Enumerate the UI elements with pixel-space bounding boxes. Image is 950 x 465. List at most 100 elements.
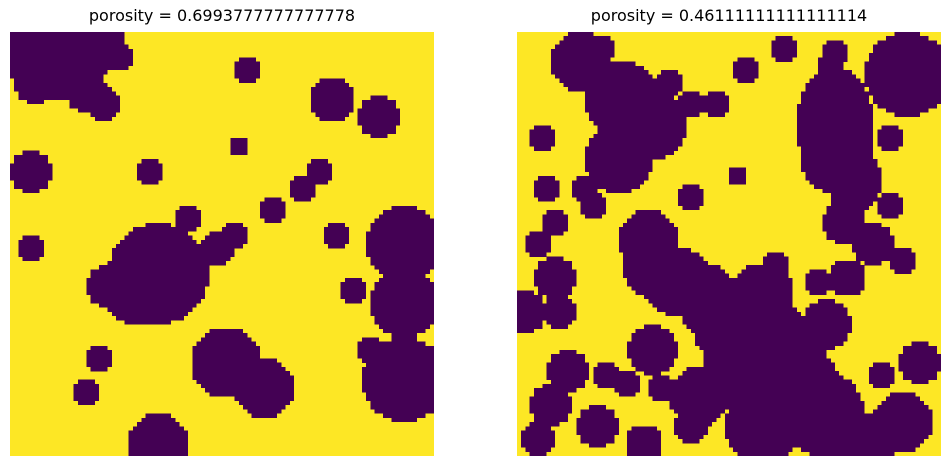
left-grain-run: [99, 303, 197, 308]
right-grain-run: [546, 371, 590, 376]
left-grain-run: [128, 434, 189, 440]
left-grain-run: [77, 400, 95, 406]
left-grain-run: [243, 405, 286, 410]
left-grain-run: [374, 265, 434, 270]
right-grain-run: [542, 222, 568, 228]
right-grain-run: [533, 125, 551, 130]
right-grain-run: [546, 294, 568, 300]
right-grain-run: [627, 451, 662, 456]
right-grain-run: [881, 146, 899, 151]
left-grain-run: [361, 379, 434, 385]
right-grain-run: [762, 256, 789, 262]
right-grain-run: [707, 91, 725, 96]
left-grain-run: [14, 159, 49, 164]
right-grain-run: [576, 426, 619, 431]
right-grain-run: [796, 112, 874, 117]
right-grain-run: [576, 417, 619, 423]
left-grain-run: [374, 320, 434, 325]
right-grain-run: [593, 366, 619, 372]
right-grain-run: [580, 439, 615, 444]
right-grain-run: [517, 299, 543, 304]
right-grain-run: [627, 354, 679, 359]
right-grain-run: [678, 193, 704, 198]
right-grain-run: [584, 150, 674, 156]
left-grain-run: [175, 222, 201, 228]
right-grain-run: [546, 320, 573, 325]
left-grain-run: [86, 290, 206, 295]
right-grain-run: [525, 447, 551, 452]
left-grain-run: [374, 282, 434, 287]
left-grain-run: [289, 193, 316, 198]
left-grain-run: [26, 99, 44, 105]
right-grain-run: [580, 210, 607, 215]
right-grain-run: [623, 273, 729, 279]
right-grain-run: [902, 371, 937, 376]
left-grain-run: [10, 40, 125, 45]
right-grain-run: [597, 362, 615, 368]
left-grain-run: [328, 222, 345, 228]
right-grain-run: [805, 307, 848, 312]
left-grain-run: [128, 443, 189, 448]
left-grain-run: [205, 235, 248, 240]
left-grain-run: [391, 205, 418, 211]
left-grain-run: [10, 36, 125, 41]
right-grain-run: [584, 146, 679, 151]
left-grain-run: [22, 256, 40, 262]
right-grain-run: [881, 214, 899, 219]
left-grain-run: [86, 362, 112, 368]
right-grain-run: [898, 362, 941, 368]
right-grain-run: [678, 434, 704, 440]
left-grain-run: [209, 328, 244, 334]
right-grain-run: [801, 154, 874, 160]
right-grain-run: [703, 358, 831, 363]
right-grain-run: [864, 65, 941, 71]
left-panel-title: porosity = 0.6993777777777778: [88, 6, 356, 25]
right-grain-run: [533, 282, 577, 287]
left-grain-run: [132, 426, 184, 431]
left-grain-run: [128, 451, 189, 456]
right-grain-run: [902, 350, 937, 355]
right-grain-run: [584, 91, 679, 96]
left-grain-run: [107, 260, 227, 266]
right-grain-run: [525, 426, 551, 431]
left-grain-run: [226, 222, 244, 228]
right-grain-run: [546, 366, 590, 372]
left-grain-run: [90, 366, 108, 372]
right-grain-run: [818, 299, 835, 304]
right-grain-run: [538, 176, 556, 181]
right-grain-run: [576, 422, 619, 427]
right-grain-run: [873, 409, 933, 414]
right-porosity-panel: porosity = 0.46111111111111114: [517, 0, 941, 465]
left-grain-run: [192, 362, 282, 368]
right-grain-run: [529, 422, 560, 427]
left-grain-run: [323, 231, 350, 236]
left-grain-run: [361, 383, 434, 389]
left-grain-run: [306, 163, 333, 168]
right-grain-run: [529, 409, 573, 414]
right-grain-run: [678, 95, 729, 100]
right-grain-run: [614, 388, 640, 393]
left-grain-run: [209, 392, 295, 397]
left-grain-run: [14, 82, 108, 88]
right-grain-run: [809, 451, 895, 456]
right-grain-run: [724, 413, 933, 418]
left-grain-run: [145, 222, 172, 228]
right-grain-run: [572, 188, 598, 194]
right-grain-run: [529, 142, 556, 147]
left-grain-run: [391, 417, 418, 423]
right-grain-run: [894, 112, 920, 117]
left-grain-run: [361, 99, 396, 105]
right-grain-run: [538, 286, 573, 291]
right-grain-run: [877, 210, 903, 215]
right-grain-run: [589, 443, 607, 448]
right-grain-run: [873, 95, 941, 100]
left-grain-run: [260, 205, 286, 211]
right-grain-run: [737, 273, 789, 279]
right-grain-run: [618, 231, 679, 236]
left-grain-run: [319, 116, 345, 122]
left-grain-run: [10, 70, 108, 75]
right-grain-run: [767, 252, 785, 257]
right-grain-run: [805, 286, 865, 291]
right-grain-run: [627, 443, 662, 448]
left-grain-run: [128, 231, 189, 236]
